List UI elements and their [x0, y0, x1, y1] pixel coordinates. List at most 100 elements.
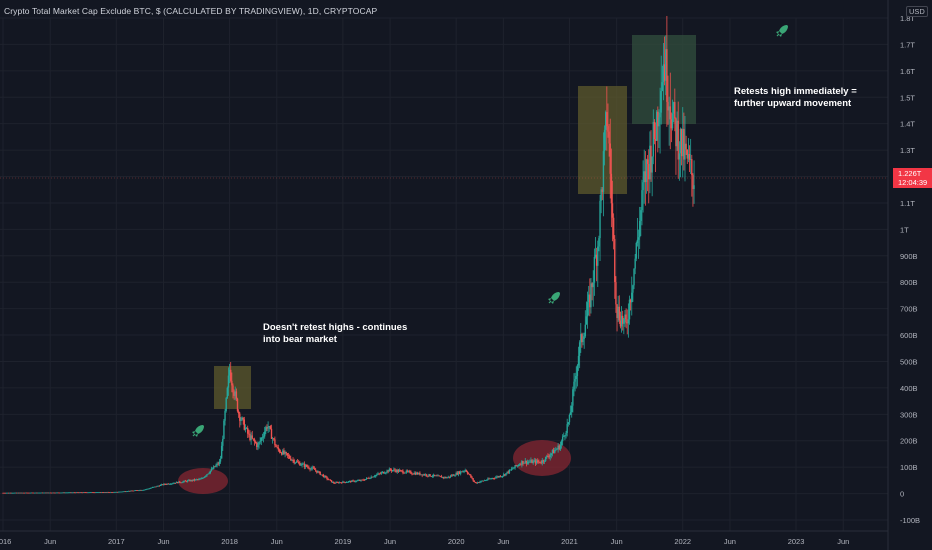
candle-body: [387, 470, 389, 472]
candle-body: [505, 473, 507, 476]
candle-body: [590, 283, 592, 308]
candle-body: [428, 474, 430, 477]
candle-body: [563, 435, 565, 437]
candle-body: [396, 469, 398, 473]
candle-body: [537, 460, 539, 462]
candle-body: [191, 479, 193, 481]
candle-body: [488, 478, 490, 480]
candle-body: [346, 482, 349, 483]
candle-body: [58, 492, 61, 494]
candle-body: [299, 462, 301, 466]
candle-body: [322, 474, 325, 478]
candle-body: [314, 469, 317, 471]
candle-body: [628, 299, 631, 320]
candle-body: [419, 472, 421, 475]
candle-body: [275, 445, 277, 447]
candle-body: [405, 470, 408, 473]
candle-body: [495, 477, 497, 479]
candle-body: [233, 392, 235, 396]
candle-body: [12, 492, 14, 494]
candle-body: [140, 489, 142, 491]
chart-grid: [0, 17, 888, 531]
candle-body: [149, 488, 151, 489]
candle-body: [652, 121, 654, 157]
x-axis: 2016 Jun 2017 Jun 2018 Jun 2019 Jun 2020 Jun 2021 J…: [0, 530, 888, 546]
candle-body: [100, 492, 103, 493]
candle-body: [414, 472, 417, 475]
candle-body: [307, 466, 309, 468]
x-tick-label: Jun: [724, 537, 736, 546]
candle-body: [586, 302, 589, 317]
candle-body: [535, 460, 538, 464]
candle-body: [653, 121, 656, 140]
candle-body: [337, 482, 340, 484]
candle-body: [407, 471, 410, 473]
candle-body: [197, 479, 199, 481]
candle-body: [23, 492, 26, 494]
candle-body: [320, 474, 323, 476]
candle-body: [165, 484, 167, 486]
candle-body: [117, 491, 120, 493]
candle-body: [542, 460, 545, 462]
candle-body: [286, 453, 289, 456]
candle-body: [499, 476, 502, 477]
candle-body: [168, 484, 171, 485]
candle-body: [649, 145, 651, 180]
candle-body: [642, 182, 644, 191]
candle-body: [547, 455, 549, 457]
candle-body: [171, 483, 173, 485]
candle-body: [493, 478, 496, 480]
candle-body: [180, 482, 182, 484]
candle-body: [184, 480, 187, 482]
candle-body: [554, 450, 556, 454]
candle-body: [358, 480, 360, 482]
candle-body: [66, 492, 69, 494]
candle-body: [445, 477, 447, 479]
candle-body: [633, 268, 635, 286]
candle-body: [496, 476, 498, 478]
candle-body: [202, 477, 205, 479]
candle-body: [404, 472, 406, 474]
candle-body: [154, 486, 156, 488]
candle-body: [296, 461, 299, 463]
x-tick-label: 2021: [561, 537, 578, 546]
candle-body: [580, 334, 582, 343]
candle-body: [648, 163, 650, 180]
candle-body: [137, 490, 139, 492]
candle-body: [252, 438, 255, 440]
candle-body: [133, 490, 136, 492]
candle-body: [380, 472, 383, 474]
candle-body: [257, 444, 259, 447]
candle-body: [457, 471, 460, 475]
y-tick-label: 500B: [900, 357, 918, 366]
candle-body: [498, 476, 500, 478]
currency-label[interactable]: USD: [906, 6, 928, 17]
candle-body: [248, 433, 250, 435]
candle-body: [557, 445, 559, 449]
y-tick-label: 700B: [900, 305, 918, 314]
candle-body: [672, 102, 675, 114]
y-tick-label: 1.7T: [900, 40, 915, 49]
candle-body: [610, 173, 613, 204]
candle-body: [658, 117, 660, 127]
candle-body: [166, 483, 168, 485]
candle-body: [501, 475, 504, 477]
candle-body: [585, 316, 588, 325]
candle-body: [326, 476, 328, 479]
candle-body: [578, 342, 581, 356]
candle-body: [174, 482, 176, 484]
candle-body: [512, 468, 514, 470]
candle-body: [640, 210, 642, 221]
candle-body: [181, 482, 183, 484]
candle-body: [470, 474, 472, 478]
candle-body: [688, 154, 691, 160]
candle-body: [559, 445, 562, 450]
candle-body: [472, 478, 474, 481]
candle-body: [22, 492, 25, 494]
candle-body: [125, 491, 128, 493]
candle-body: [621, 315, 624, 324]
candle-body: [643, 171, 645, 183]
candle-body: [124, 491, 127, 493]
candle-body: [80, 492, 82, 494]
